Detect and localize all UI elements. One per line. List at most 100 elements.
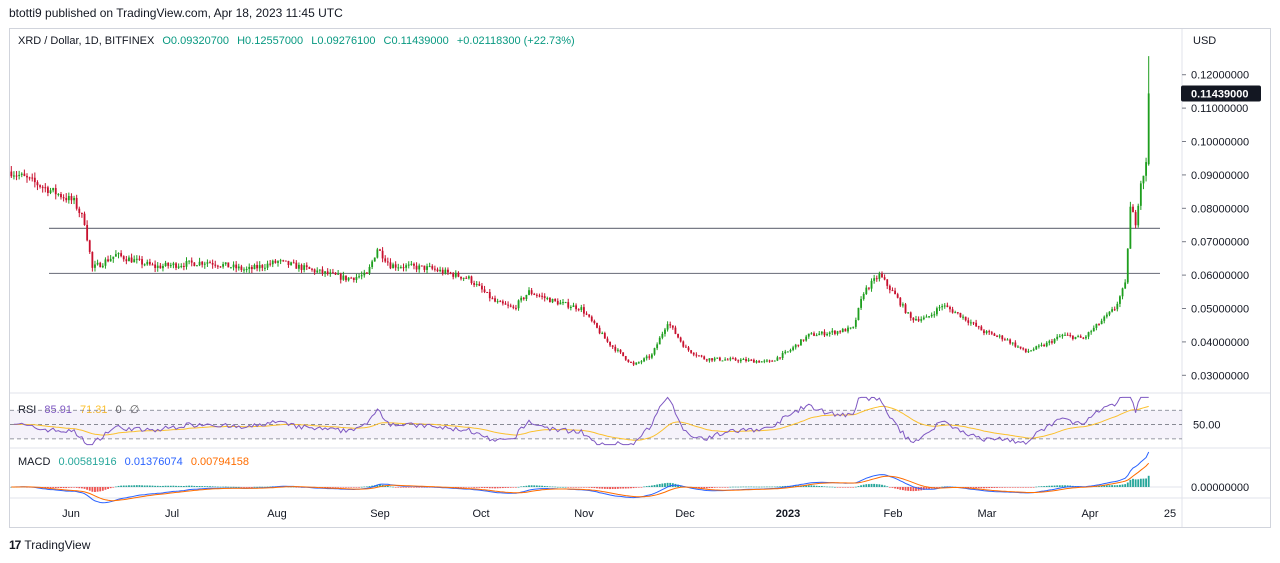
candle-body (949, 306, 951, 310)
macd-histogram-bar (501, 487, 504, 489)
candle-body (956, 312, 959, 314)
candle-body (630, 361, 632, 363)
macd-histogram-bar (1103, 485, 1106, 487)
chart-frame (9, 28, 1271, 528)
candle-body (1134, 212, 1137, 226)
macd-histogram-bar (164, 485, 167, 487)
macd-histogram-bar (703, 487, 706, 489)
candle-body (616, 349, 619, 351)
candle-body (109, 258, 112, 262)
candle-body (687, 347, 690, 351)
macd-histogram-bar (656, 484, 659, 487)
candle-body (606, 338, 609, 342)
macd-histogram-bar (724, 487, 727, 488)
macd-histogram-bar (616, 487, 619, 489)
macd-histogram-bar (1019, 487, 1022, 488)
candle-body (528, 290, 530, 295)
macd-histogram-bar (1064, 485, 1066, 487)
candle-body (162, 266, 164, 269)
candle-body (253, 264, 256, 270)
candle-body (311, 268, 313, 270)
candle-body (329, 272, 332, 274)
macd-histogram-bar (120, 485, 123, 487)
candle-body (572, 305, 575, 308)
macd-histogram-bar (1061, 485, 1064, 487)
candle-body (368, 266, 371, 274)
candle-body (983, 330, 985, 334)
last-price-badge (1181, 85, 1261, 102)
macd-histogram-bar (585, 487, 588, 488)
candle-body (326, 271, 329, 274)
macd-histogram-bar (567, 487, 570, 488)
macd-histogram-bar (896, 487, 899, 490)
macd-histogram-bar (909, 487, 912, 492)
candle-body (831, 330, 834, 333)
candle-body (449, 272, 452, 274)
macd-histogram-bar (1100, 485, 1103, 487)
candle-body (637, 362, 640, 364)
macd-histogram-bar (405, 487, 408, 488)
candle-body (486, 292, 489, 294)
candle-body (431, 266, 434, 269)
macd-histogram-bar (546, 486, 549, 487)
macd-histogram-bar (1027, 487, 1030, 488)
candle-body (1124, 282, 1127, 289)
macd-histogram-bar (360, 486, 363, 488)
macd-histogram-bar (1121, 484, 1124, 487)
candle-body (415, 265, 418, 270)
macd-histogram-bar (368, 486, 371, 487)
macd-histogram-bar (619, 487, 622, 489)
candle-body (384, 258, 387, 262)
candle-body (925, 316, 928, 318)
candle-body (1116, 303, 1119, 310)
candle-body (896, 294, 899, 298)
candle-body (235, 264, 238, 269)
candle-body (1053, 339, 1056, 343)
macd-histogram-bar (130, 485, 133, 487)
candle-body (73, 197, 75, 201)
macd-histogram-bar (483, 487, 486, 489)
candle-body (1087, 332, 1090, 337)
candle-body (580, 307, 583, 310)
macd-histogram-bar (133, 485, 136, 487)
candle-body (1145, 162, 1147, 176)
candle-body (1100, 320, 1103, 325)
candle-body (264, 267, 266, 269)
candle-body (1066, 334, 1069, 336)
candle-body (583, 307, 585, 314)
candle-body (407, 264, 410, 266)
macd-histogram-bar (860, 485, 862, 487)
macd-histogram-bar (1145, 478, 1147, 487)
macd-histogram-bar (828, 486, 831, 488)
macd-histogram-bar (834, 486, 836, 488)
candle-body (426, 266, 428, 270)
macd-histogram-bar (177, 485, 180, 487)
candle-body (237, 266, 240, 269)
candle-body (805, 336, 808, 341)
macd-histogram-bar (365, 486, 368, 488)
candle-body (360, 275, 363, 277)
candle-body (802, 339, 805, 341)
macd-histogram-bar (645, 486, 648, 487)
macd-histogram-bar (112, 487, 115, 488)
candle-body (277, 261, 279, 263)
candle-body (938, 307, 941, 309)
candle-body (650, 354, 653, 358)
candle-body (797, 344, 800, 346)
macd-histogram-bar (758, 486, 761, 488)
candle-body (295, 262, 298, 269)
macd-histogram-bar (1053, 485, 1056, 487)
macd-histogram-bar (530, 485, 533, 487)
macd-histogram-bar (580, 487, 583, 488)
candle-body (559, 302, 562, 305)
macd-histogram-bar (245, 487, 248, 488)
candle-body (551, 298, 554, 303)
candle-body (1069, 334, 1072, 336)
time-axis-label: Dec (675, 508, 695, 520)
candle-body (410, 263, 413, 265)
candle-body (768, 360, 771, 362)
candle-body (690, 350, 693, 353)
candle-body (91, 251, 94, 268)
candle-body (371, 261, 374, 267)
candle-body (828, 332, 831, 334)
